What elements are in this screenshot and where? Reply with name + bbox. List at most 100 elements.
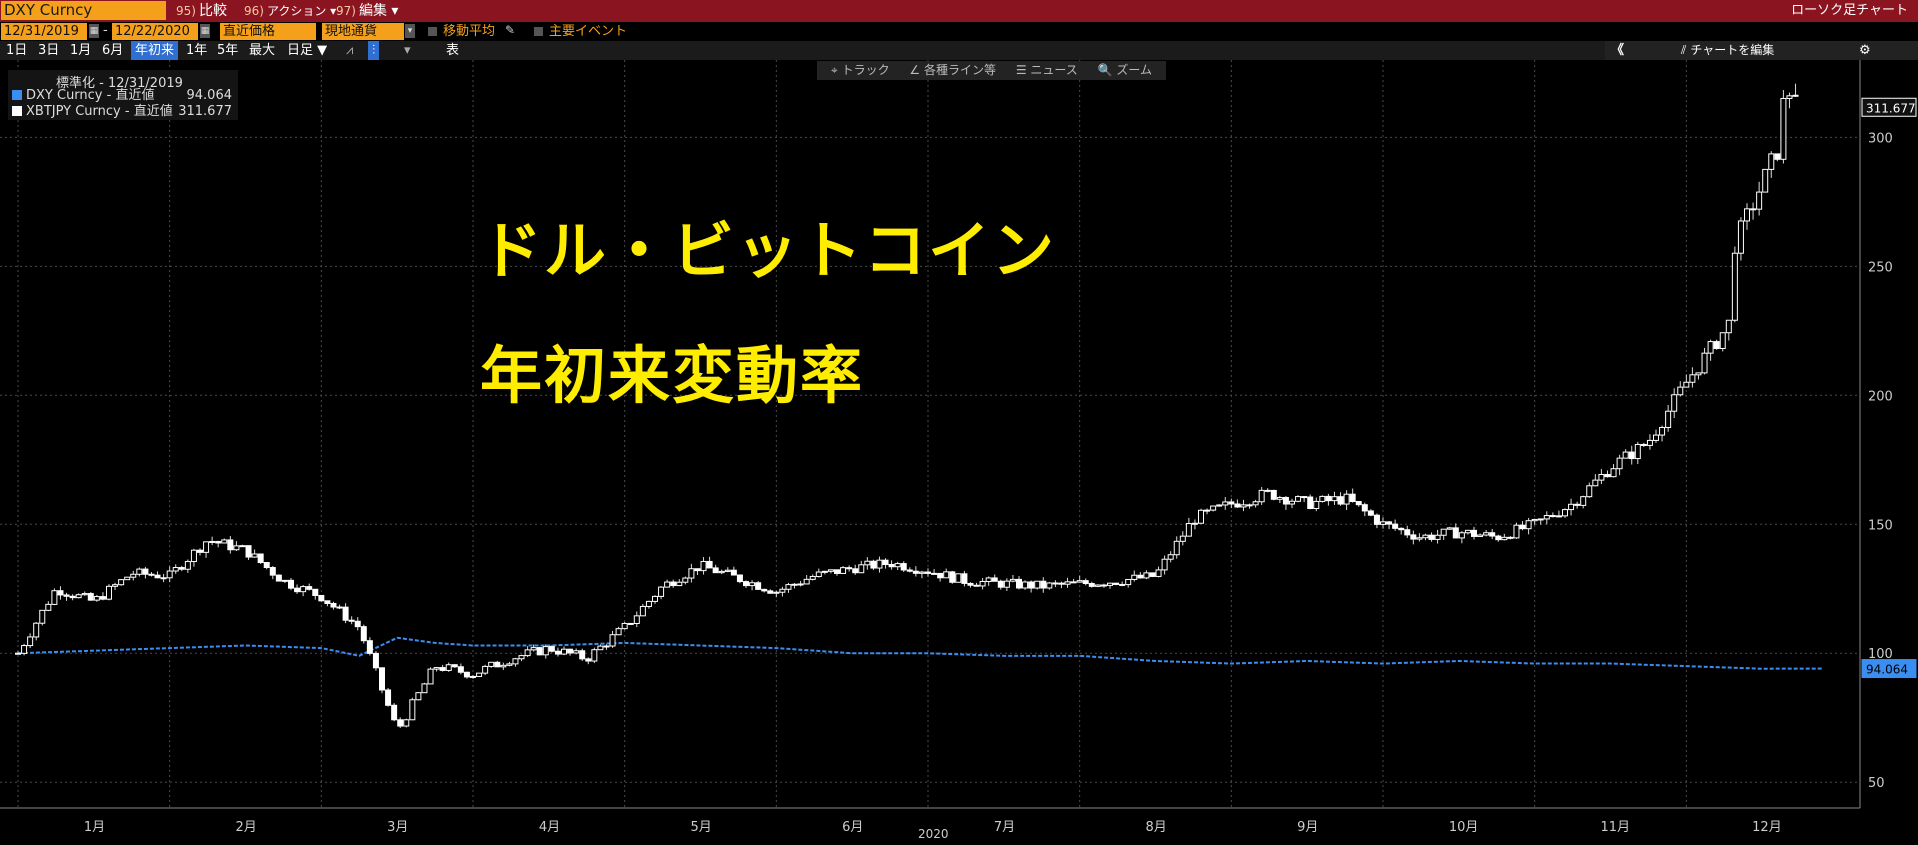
x-tick-1: 2月: [236, 820, 257, 835]
candle-body-185: [1137, 574, 1144, 579]
candle-body-135: [834, 569, 840, 574]
period-3d[interactable]: 3日: [38, 43, 60, 58]
candle-body-168: [1034, 580, 1041, 589]
candle-body-284: [1737, 220, 1744, 254]
x-tick-4: 5月: [691, 820, 712, 835]
zoom-tool[interactable]: 🔍 ズーム: [1097, 63, 1153, 77]
candle-body-239: [1464, 529, 1471, 534]
candle-body-124: [767, 590, 774, 594]
compare-button[interactable]: 95) 比較: [176, 0, 227, 22]
candle-body-37: [239, 545, 246, 548]
candle-body-25: [166, 570, 173, 579]
frequency-select[interactable]: 日足 ▼: [287, 43, 328, 58]
candle-body-189: [1161, 558, 1168, 571]
candle-body-187: [1149, 572, 1156, 577]
candle-body-211: [1295, 496, 1302, 502]
chart-grid: [0, 60, 1860, 808]
currency-dropdown-icon[interactable]: ▾: [405, 24, 415, 38]
y-tick-150: 150: [1868, 518, 1893, 533]
candle-body-137: [846, 567, 853, 570]
period-max[interactable]: 最大: [249, 43, 276, 58]
period-1m[interactable]: 1月: [70, 43, 92, 58]
end-date-input[interactable]: 12/22/2020: [112, 23, 198, 40]
edit-chart-button[interactable]: ⫽ チャートを編集: [1677, 41, 1778, 60]
candle-body-16: [112, 584, 119, 587]
candle-body-290: [1774, 153, 1781, 160]
candle-body-89: [554, 650, 561, 655]
chart-type-title: ローソク足チャート: [1791, 3, 1908, 18]
period-6m[interactable]: 6月: [102, 43, 124, 58]
candle-body-117: [724, 569, 731, 572]
candle-body-265: [1622, 451, 1629, 459]
candle-body-241: [1477, 534, 1484, 537]
date-separator: -: [103, 23, 108, 38]
collapse-icon[interactable]: 《: [1611, 43, 1625, 58]
legend-item-xbt[interactable]: XBTJPY Curncy - 直近値 311.677: [12, 104, 236, 120]
candle-body-1: [21, 645, 28, 654]
currency-select[interactable]: 現地通貨: [322, 23, 404, 40]
track-tool[interactable]: ⌖ トラック: [831, 63, 890, 77]
candle-body-214: [1313, 500, 1320, 510]
x-tick-10: 11月: [1601, 820, 1631, 835]
period-5y[interactable]: 5年: [217, 43, 239, 58]
candle-body-33: [215, 540, 222, 544]
end-calendar-icon[interactable]: ▦: [200, 24, 210, 38]
period-ytd[interactable]: 年初来: [131, 41, 179, 60]
annotation-subtitle: 年初来変動率: [480, 339, 865, 412]
dxy-series: [17, 636, 1823, 670]
candle-body-18: [124, 576, 131, 581]
line-chart-icon[interactable]: ⩘: [346, 43, 354, 58]
candle-body-136: [840, 567, 847, 574]
candle-body-193: [1185, 523, 1192, 537]
table-button[interactable]: 表: [446, 43, 460, 58]
news-tool[interactable]: ☰ ニュース: [1015, 63, 1078, 77]
legend-item-dxy[interactable]: DXY Curncy - 直近値 94.064: [12, 88, 236, 104]
ticker-input[interactable]: DXY Curncy: [1, 1, 166, 20]
candle-body-172: [1058, 582, 1065, 585]
chart-edit-toolbar: 《 ⫽ チャートを編集 ⚙: [1605, 41, 1918, 60]
candle-body-58: [366, 640, 373, 654]
candle-body-194: [1191, 522, 1198, 525]
candle-body-45: [288, 579, 294, 589]
edit-chart-icon: ⫽: [1681, 43, 1687, 57]
candle-body-155: [955, 573, 962, 583]
moving-average-checkbox[interactable]: [428, 27, 437, 36]
candle-body-250: [1531, 518, 1538, 522]
candle-chart-icon[interactable]: ⫶: [368, 41, 380, 60]
candle-body-202: [1240, 504, 1247, 508]
candle-body-73: [457, 666, 464, 673]
candle-body-81: [506, 663, 513, 666]
candle-body-259: [1586, 485, 1593, 498]
candle-body-183: [1125, 578, 1132, 586]
legend-name-xbt: XBTJPY Curncy - 直近値: [26, 104, 173, 119]
candle-body-28: [184, 561, 191, 570]
candle-body-77: [482, 665, 489, 674]
price-field-select[interactable]: 直近価格: [220, 23, 316, 40]
start-date-input[interactable]: 12/31/2019: [1, 23, 87, 40]
period-1d[interactable]: 1日: [6, 43, 28, 58]
candle-body-210: [1289, 500, 1295, 505]
lines-tool[interactable]: ∠ 各種ライン等: [909, 63, 996, 77]
candle-body-108: [670, 581, 677, 587]
candle-body-43: [275, 574, 282, 582]
action-button[interactable]: 96) アクション ▾: [244, 0, 336, 22]
candle-body-51: [324, 600, 331, 604]
pencil-icon[interactable]: ✎: [505, 23, 516, 37]
key-events-checkbox[interactable]: [534, 27, 543, 36]
candle-body-182: [1119, 583, 1126, 586]
candle-body-62: [391, 704, 398, 721]
x-tick-3: 4月: [539, 820, 560, 835]
candle-body-35: [227, 539, 234, 551]
candle-body-287: [1756, 191, 1763, 210]
chart-type-dropdown-icon[interactable]: ▾: [404, 43, 411, 58]
candle-body-244: [1495, 535, 1502, 541]
candle-body-237: [1452, 527, 1459, 539]
start-calendar-icon[interactable]: ▦: [89, 24, 99, 38]
y-tick-100: 100: [1868, 647, 1893, 662]
period-1y[interactable]: 1年: [186, 43, 208, 58]
edit-button[interactable]: 97) 編集 ▾: [336, 0, 398, 22]
candle-body-281: [1719, 332, 1726, 349]
candle-body-192: [1179, 535, 1186, 542]
gear-icon[interactable]: ⚙: [1859, 43, 1871, 58]
